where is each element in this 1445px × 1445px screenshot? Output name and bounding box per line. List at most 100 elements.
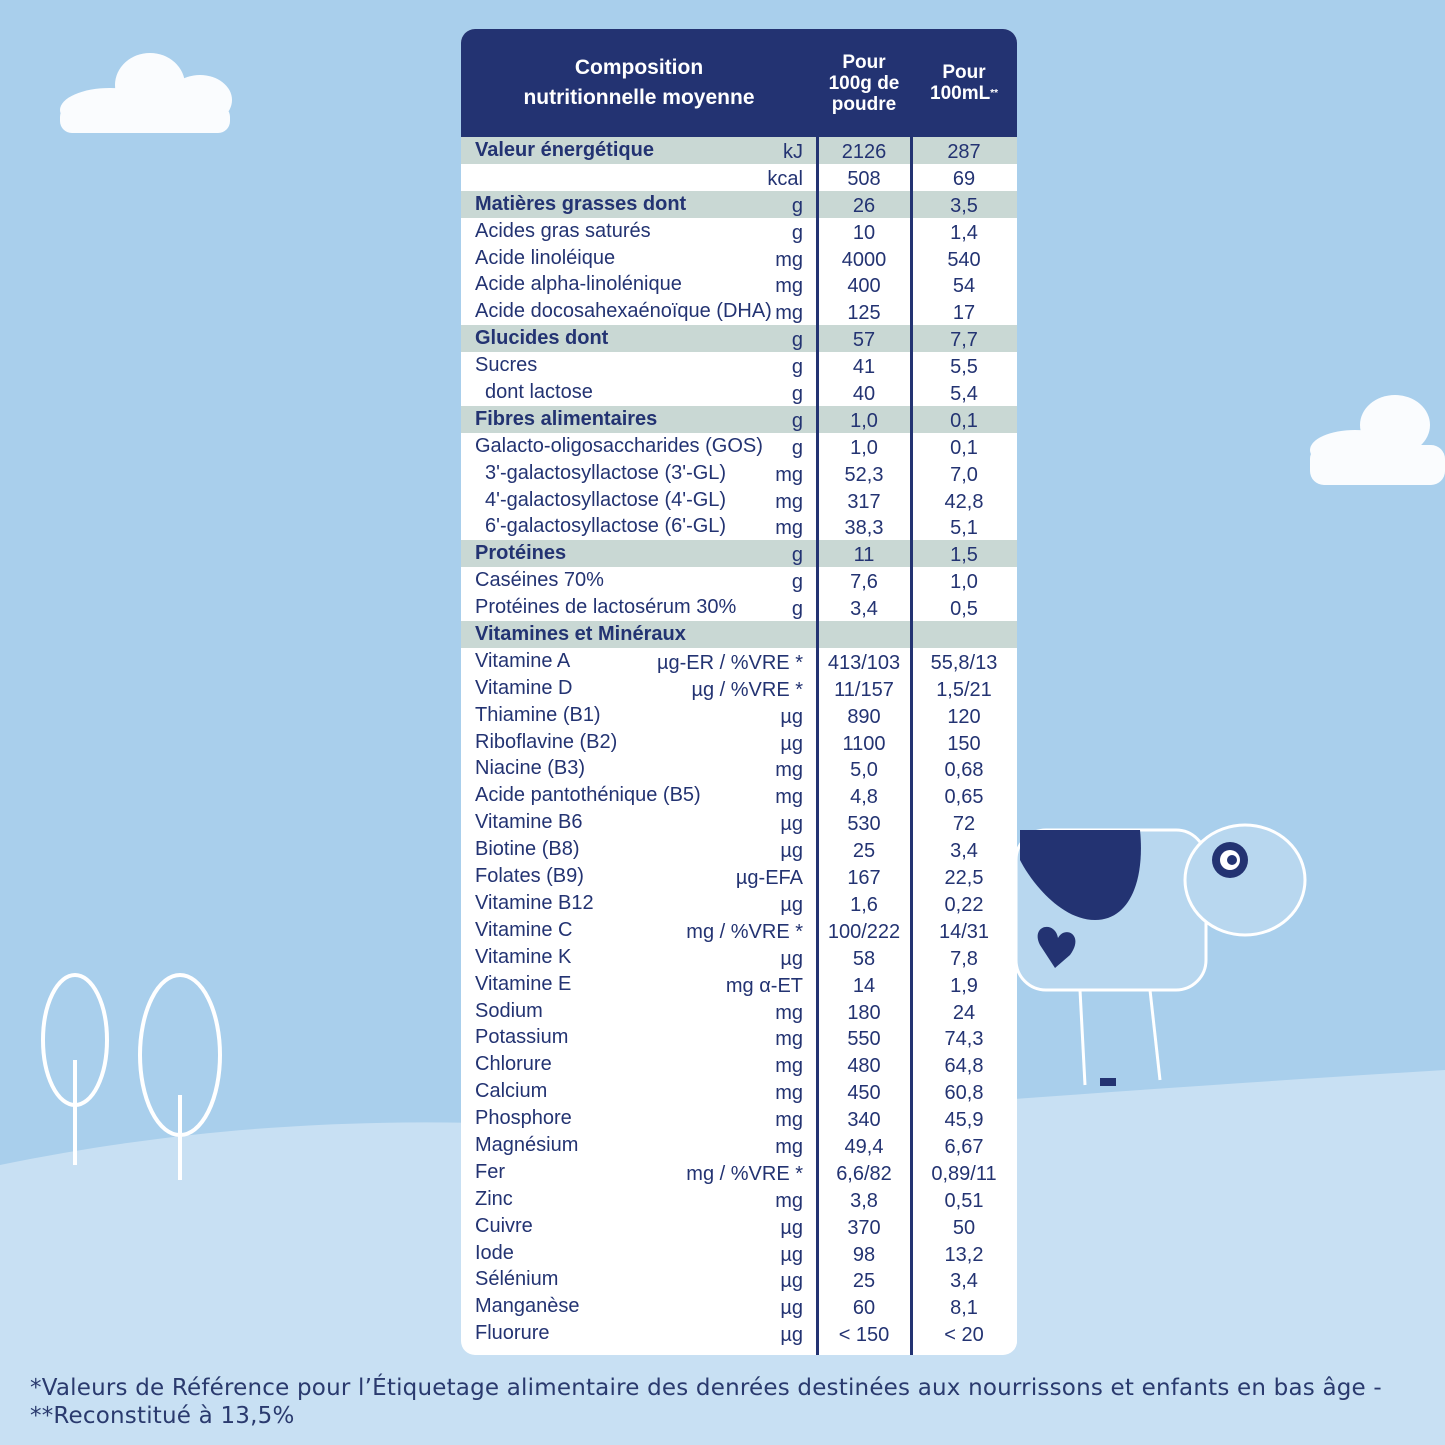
row-value-powder: 57 [817,325,911,356]
row-value-reconstituted: 0,22 [911,889,1017,920]
row-unit: mg [775,1189,803,1212]
row-unit: µg [780,840,803,863]
row-unit: mg [775,786,803,809]
row-unit: µg-EFA [735,867,803,890]
column-divider [910,29,913,1355]
row-value-powder: 508 [817,163,911,194]
row-name: Folates (B9) [475,865,584,888]
table-row: Fibres alimentaires g 1,0 0,1 [461,405,1017,436]
table-row: Vitamine A µg-ER / %VRE * 413/103 55,8/13 [461,647,1017,678]
row-unit: g [791,329,803,352]
row-name: Phosphore [475,1107,572,1130]
table-row: Galacto-oligosaccharides (GOS) g 1,0 0,1 [461,432,1017,463]
row-value-powder: 1100 [817,728,911,759]
row-value-reconstituted: 7,0 [911,459,1017,490]
row-name: Vitamine K [475,945,572,968]
row-name: Matières grasses dont [475,192,687,215]
row-value-reconstituted: 3,4 [911,1266,1017,1297]
nutrition-table: Composition nutritionnelle moyenne Pour … [461,29,1017,1355]
row-name: Niacine (B3) [475,757,586,780]
row-value-powder: 317 [817,486,911,517]
row-value-powder: 3,8 [817,1185,911,1216]
table-row: Chlorure mg 480 64,8 [461,1051,1017,1082]
row-value-reconstituted: 7,7 [911,325,1017,356]
table-row: Zinc mg 3,8 0,51 [461,1185,1017,1216]
row-value-powder: 100/222 [817,916,911,947]
row-name: 4'-galactosyllactose (4'-GL) [485,488,727,511]
row-value-powder: 38,3 [817,513,911,544]
row-name: Sodium [475,999,543,1022]
header-col-reconstituted-label: Pour 100mL** [930,62,998,104]
row-name: Vitamine C [475,918,573,941]
row-name: Valeur énergétique [475,139,654,161]
table-row: dont lactose g 40 5,4 [461,379,1017,410]
row-value-reconstituted: 74,3 [911,1024,1017,1055]
row-unit: µg [780,1270,803,1293]
row-value-powder: 530 [817,809,911,840]
row-name: Sélénium [475,1268,559,1291]
row-value-powder: 40 [817,379,911,410]
row-name: Magnésium [475,1133,579,1156]
table-row: Potassium mg 550 74,3 [461,1024,1017,1055]
row-unit: g [791,356,803,379]
table-row: Vitamines et Minéraux [461,621,1017,648]
row-value-powder: 26 [817,190,911,221]
row-value-powder: 3,4 [817,594,911,625]
cow-illustration [1014,823,1307,1086]
header-title-cell: Composition nutritionnelle moyenne [461,29,817,137]
row-unit: µg [780,893,803,916]
row-value-reconstituted: 150 [911,728,1017,759]
table-row: Acide docosahexaénoïque (DHA) mg 125 17 [461,298,1017,329]
cloud-icon [1310,395,1445,485]
table-row: Fer mg / %VRE * 6,6/82 0,89/11 [461,1158,1017,1189]
row-value-powder: 550 [817,1024,911,1055]
row-unit: g [791,221,803,244]
row-unit: µg [780,732,803,755]
row-unit: µg [780,813,803,836]
table-row: Glucides dont g 57 7,7 [461,325,1017,356]
row-name: Vitamine A [475,649,571,672]
footnote-mark: ** [990,88,998,99]
table-row: Protéines de lactosérum 30% g 3,4 0,5 [461,594,1017,625]
table-row: Calcium mg 450 60,8 [461,1078,1017,1109]
row-value-reconstituted: 64,8 [911,1051,1017,1082]
row-unit: µg [780,947,803,970]
row-value-powder: 125 [817,298,911,329]
row-unit: µg [780,1243,803,1266]
row-value-powder: 98 [817,1239,911,1270]
row-name: Galacto-oligosaccharides (GOS) [475,434,763,457]
footnote: *Valeurs de Référence pour l’Étiquetage … [30,1374,1430,1430]
table-row: Phosphore mg 340 45,9 [461,1105,1017,1136]
row-value-reconstituted: 5,4 [911,379,1017,410]
row-value-powder: 52,3 [817,459,911,490]
table-row: Folates (B9) µg-EFA 167 22,5 [461,863,1017,894]
row-value-powder: 4,8 [817,782,911,813]
table-row: 3'-galactosyllactose (3'-GL) mg 52,3 7,0 [461,459,1017,490]
row-value-powder: 1,0 [817,405,911,436]
row-unit: µg-ER / %VRE * [656,651,803,674]
header-col-powder-label: Pour 100g de poudre [828,51,900,115]
row-unit: kJ [783,141,803,163]
row-value-powder: 180 [817,997,911,1028]
row-unit: mg [775,517,803,540]
row-value-powder: 480 [817,1051,911,1082]
row-unit: mg / %VRE * [686,1162,803,1185]
table-row: Magnésium mg 49,4 6,67 [461,1131,1017,1162]
row-value-powder: 10 [817,217,911,248]
row-name: 6'-galactosyllactose (6'-GL) [485,515,727,538]
row-unit: g [791,571,803,594]
table-row: Sélénium µg 25 3,4 [461,1266,1017,1297]
row-name: Cuivre [475,1214,533,1237]
row-value-powder: 25 [817,836,911,867]
row-value-reconstituted: 0,1 [911,432,1017,463]
row-value-reconstituted: 54 [911,271,1017,302]
column-divider [816,29,819,1355]
tree-icon [41,973,109,1165]
table-row: Acide alpha-linolénique mg 400 54 [461,271,1017,302]
row-value-powder: 5,0 [817,755,911,786]
row-value-reconstituted: 45,9 [911,1105,1017,1136]
row-value-reconstituted: 287 [911,137,1017,167]
table-row: Biotine (B8) µg 25 3,4 [461,836,1017,867]
row-value-powder: 4000 [817,244,911,275]
row-name: Acide pantothénique (B5) [475,784,701,807]
